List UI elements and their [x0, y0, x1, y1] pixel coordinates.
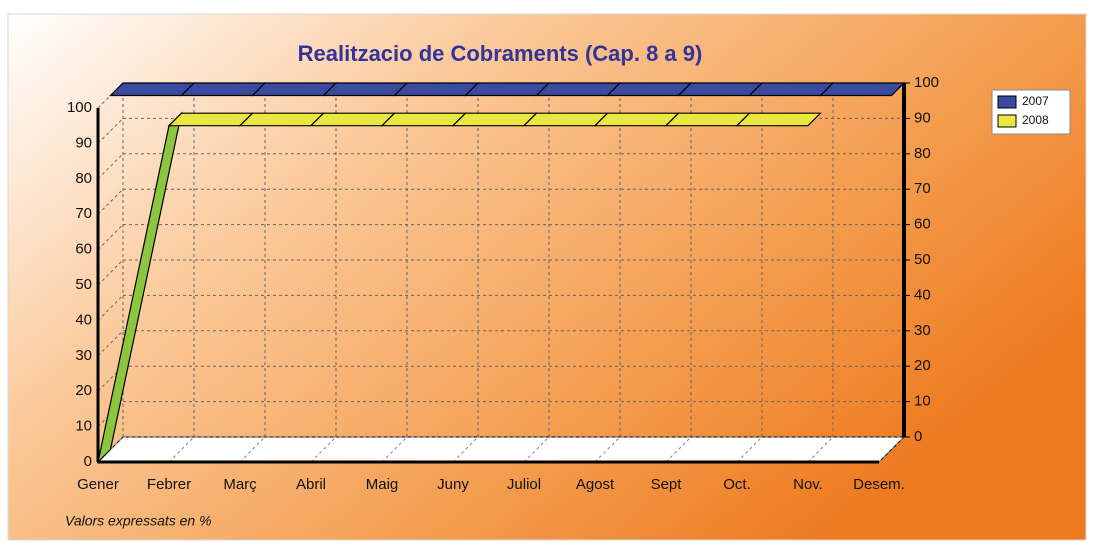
footnote: Valors expressats en %: [65, 513, 212, 529]
ribbon-segment: [535, 82, 622, 97]
y2-tick-label: 10: [914, 393, 931, 410]
x-tick-label: Març: [223, 476, 257, 493]
ribbon-segment: [819, 82, 906, 97]
y-tick-label: 70: [75, 205, 92, 222]
ribbon-segment: [664, 112, 751, 127]
y2-tick-label: 100: [914, 74, 939, 91]
x-tick-label: Oct.: [723, 476, 751, 493]
y-tick-label: 50: [75, 276, 92, 293]
x-tick-label: Sept: [651, 476, 683, 493]
ribbon-segment: [167, 112, 254, 127]
ribbon-segment: [451, 112, 538, 127]
x-tick-label: Gener: [77, 476, 119, 493]
y-tick-label: 30: [75, 347, 92, 364]
y-tick-label: 40: [75, 311, 92, 328]
x-tick-label: Maig: [366, 476, 399, 493]
legend-label: 2008: [1022, 113, 1049, 127]
y-tick-label: 100: [67, 99, 92, 116]
ribbon-segment: [109, 82, 196, 97]
ribbon-segment: [251, 82, 338, 97]
x-tick-label: Juliol: [507, 476, 541, 493]
y2-tick-label: 50: [914, 251, 931, 268]
y-tick-label: 20: [75, 382, 92, 399]
y2-tick-label: 80: [914, 145, 931, 162]
ribbon-segment: [238, 112, 325, 127]
x-tick-label: Nov.: [793, 476, 823, 493]
ribbon-segment: [735, 112, 822, 127]
y-tick-label: 0: [84, 453, 92, 470]
y2-tick-label: 60: [914, 216, 931, 233]
ribbon-segment: [393, 82, 480, 97]
y2-tick-label: 20: [914, 357, 931, 374]
y2-tick-label: 90: [914, 109, 931, 126]
legend-label: 2007: [1022, 94, 1049, 108]
y-tick-label: 80: [75, 170, 92, 187]
y-tick-label: 90: [75, 134, 92, 151]
ribbon-segment: [309, 112, 396, 127]
x-tick-label: Desem.: [853, 476, 905, 493]
y2-tick-label: 70: [914, 180, 931, 197]
y-tick-label: 60: [75, 241, 92, 258]
y2-tick-label: 30: [914, 322, 931, 339]
ribbon-segment: [180, 82, 267, 97]
x-tick-label: Agost: [576, 476, 615, 493]
ribbon-segment: [606, 82, 693, 97]
floor: [96, 436, 906, 463]
y2-tick-label: 0: [914, 428, 922, 445]
ribbon-segment: [593, 112, 680, 127]
ribbon-segment: [522, 112, 609, 127]
x-tick-label: Febrer: [147, 476, 191, 493]
x-tick-label: Abril: [296, 476, 326, 493]
y-tick-label: 10: [75, 418, 92, 435]
ribbon-segment: [464, 82, 551, 97]
ribbon-segment: [677, 82, 764, 97]
ribbon-segment: [322, 82, 409, 97]
ribbon-segment: [748, 82, 835, 97]
chart-title: Realitzacio de Cobraments (Cap. 8 a 9): [298, 41, 703, 66]
x-tick-label: Juny: [437, 476, 469, 493]
ribbon-segment: [380, 112, 467, 127]
legend-swatch: [997, 95, 1017, 109]
legend-swatch: [997, 114, 1017, 128]
y2-tick-label: 40: [914, 286, 931, 303]
